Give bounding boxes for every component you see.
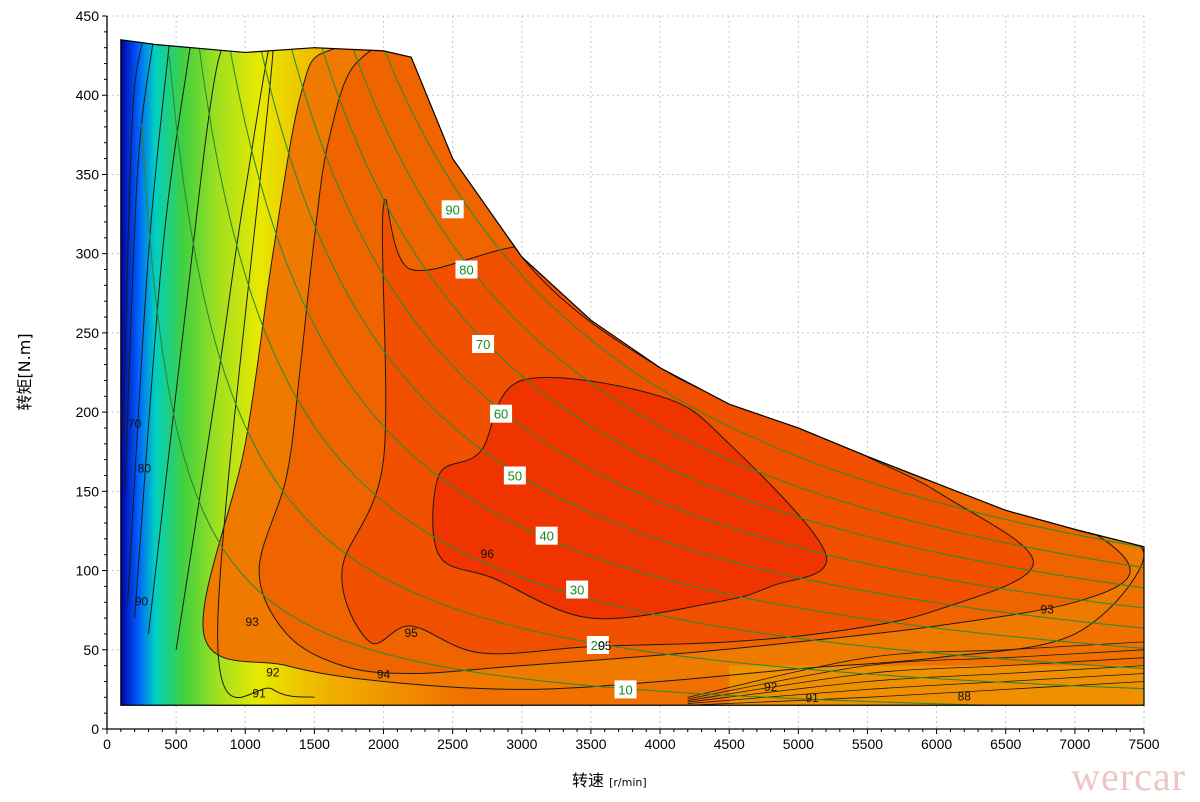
- power-label-box: [441, 200, 464, 219]
- power-label-box: [535, 526, 558, 545]
- power-labels: 10 20 30 40 50 60 70 80 90: [441, 200, 637, 699]
- efficiency-label: 95: [598, 639, 612, 653]
- contour-line-95: [341, 198, 1034, 655]
- efficiency-label: 88: [958, 689, 972, 703]
- power-label: 20: [591, 638, 605, 653]
- x-tick-label: 0: [103, 736, 111, 752]
- x-tick-labels: 0 500 1000 1500 2000 2500 3000 3500 4000 4500 5000…: [103, 736, 1160, 752]
- x-tick-label: 2500: [437, 736, 468, 752]
- power-curve-40: [223, 39, 1145, 649]
- power-label-box: [455, 260, 478, 279]
- x-tick-label: 3500: [575, 736, 606, 752]
- power-label-box: [614, 680, 637, 699]
- y-tick-label: 0: [91, 721, 99, 737]
- efficiency-label: 94: [377, 667, 391, 681]
- y-axis-label: 转矩[N.m]: [15, 333, 34, 410]
- y-tick-label: 100: [76, 563, 100, 579]
- contour-line-low: [687, 657, 1145, 701]
- power-curve-70: [313, 39, 1145, 589]
- x-tick-label: 1500: [299, 736, 330, 752]
- y-tick-label: 50: [83, 642, 99, 658]
- axes: [102, 15, 1145, 734]
- y-tick-label: 400: [76, 87, 100, 103]
- efficiency-label: 91: [805, 691, 819, 705]
- x-tick-label: 5500: [852, 736, 883, 752]
- y-tick-label: 350: [76, 166, 100, 182]
- power-curve-50: [258, 41, 1145, 629]
- power-label: 40: [539, 529, 553, 544]
- fill-region-96: [432, 377, 827, 619]
- x-axis-label: 转速 [r/min]: [572, 771, 647, 790]
- power-curve-30: [196, 39, 1145, 670]
- power-label-box: [566, 580, 589, 599]
- power-label-box: [503, 466, 526, 485]
- x-tick-label: 4500: [714, 736, 745, 752]
- power-label: 50: [508, 468, 522, 483]
- efficiency-fill: [120, 39, 1144, 706]
- efficiency-label: 80: [138, 461, 152, 475]
- x-tick-label: 6500: [990, 736, 1021, 752]
- contour-line-70: [122, 44, 143, 444]
- power-label-box: [490, 404, 513, 423]
- contour-line-low: [687, 673, 1145, 705]
- y-tick-label: 200: [76, 404, 100, 420]
- watermark: wercar: [1071, 754, 1186, 799]
- constant-power-curves: [141, 39, 1145, 706]
- y-tick-label: 250: [76, 325, 100, 341]
- efficiency-label: 92: [266, 666, 280, 680]
- efficiency-label: 91: [252, 686, 266, 700]
- contour-line-96: [432, 377, 828, 620]
- efficiency-label: 92: [764, 680, 778, 694]
- power-label: 90: [445, 202, 459, 217]
- power-label: 70: [476, 337, 490, 352]
- x-tick-label: 3000: [506, 736, 537, 752]
- torque-envelope: [120, 39, 1145, 706]
- efficiency-label: 96: [481, 547, 495, 561]
- x-tick-label: 5000: [783, 736, 814, 752]
- y-tick-label: 450: [76, 8, 100, 24]
- x-tick-label: 6000: [921, 736, 952, 752]
- contour-line-80: [124, 44, 154, 492]
- power-label-box: [472, 334, 495, 353]
- x-tick-label: 1000: [230, 736, 261, 752]
- y-tick-label: 150: [76, 483, 100, 499]
- efficiency-label: 90: [135, 594, 149, 608]
- power-label: 80: [459, 263, 473, 278]
- x-tick-label: 4000: [644, 736, 675, 752]
- efficiency-label: 93: [1041, 602, 1055, 616]
- efficiency-label: 93: [246, 615, 260, 629]
- contour-line-low: [687, 665, 1145, 703]
- contour-line-low: [687, 681, 1145, 706]
- x-tick-label: 7000: [1059, 736, 1090, 752]
- efficiency-label: 95: [405, 626, 419, 640]
- contour-line-88: [127, 44, 170, 603]
- power-label: 10: [618, 682, 632, 697]
- y-tick-labels: 0 50 100 150 200 250 300 350 400 450: [76, 8, 100, 737]
- contour-line-low: [687, 649, 1145, 700]
- x-tick-label: 7500: [1128, 736, 1159, 752]
- power-label: 30: [570, 583, 584, 598]
- power-curve-20: [168, 56, 1145, 690]
- power-curve-60: [286, 39, 1145, 609]
- contour-line-90: [134, 47, 191, 619]
- x-tick-label: 500: [164, 736, 188, 752]
- x-tick-label: 2000: [368, 736, 399, 752]
- efficiency-label: 70: [128, 417, 142, 431]
- power-label-box: [586, 636, 609, 655]
- power-curve-90: [376, 39, 1145, 548]
- y-tick-label: 300: [76, 246, 100, 262]
- power-label: 60: [494, 407, 508, 422]
- contour-line-92: [175, 39, 315, 698]
